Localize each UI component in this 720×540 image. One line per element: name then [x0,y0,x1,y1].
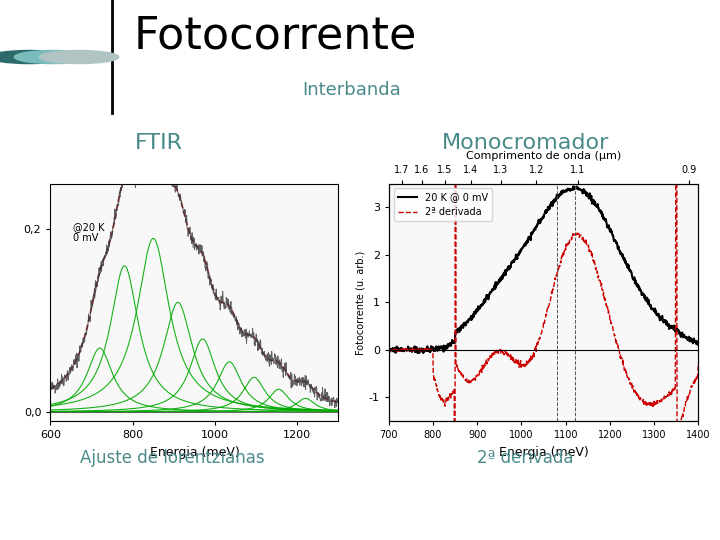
Y-axis label: Fotocorrente (u. arb.): Fotocorrente (u. arb.) [356,250,366,355]
Text: 2ª derivada: 2ª derivada [477,449,574,467]
Circle shape [14,51,94,64]
Text: Monocromador: Monocromador [442,133,609,153]
Circle shape [0,51,68,64]
Legend: 20 K @ 0 mV, 2ª derivada: 20 K @ 0 mV, 2ª derivada [394,188,492,221]
Circle shape [40,51,119,64]
Text: @20 K
0 mV: @20 K 0 mV [73,221,105,243]
X-axis label: Energia (meV): Energia (meV) [150,446,239,459]
Text: Interbanda: Interbanda [302,81,401,99]
Text: Fotocorrente: Fotocorrente [133,14,417,57]
X-axis label: Energia (meV): Energia (meV) [499,446,588,459]
Text: Ajuste de lorentzianas: Ajuste de lorentzianas [81,449,265,467]
Text: FTIR: FTIR [135,133,182,153]
X-axis label: Comprimento de onda (μm): Comprimento de onda (μm) [466,151,621,161]
